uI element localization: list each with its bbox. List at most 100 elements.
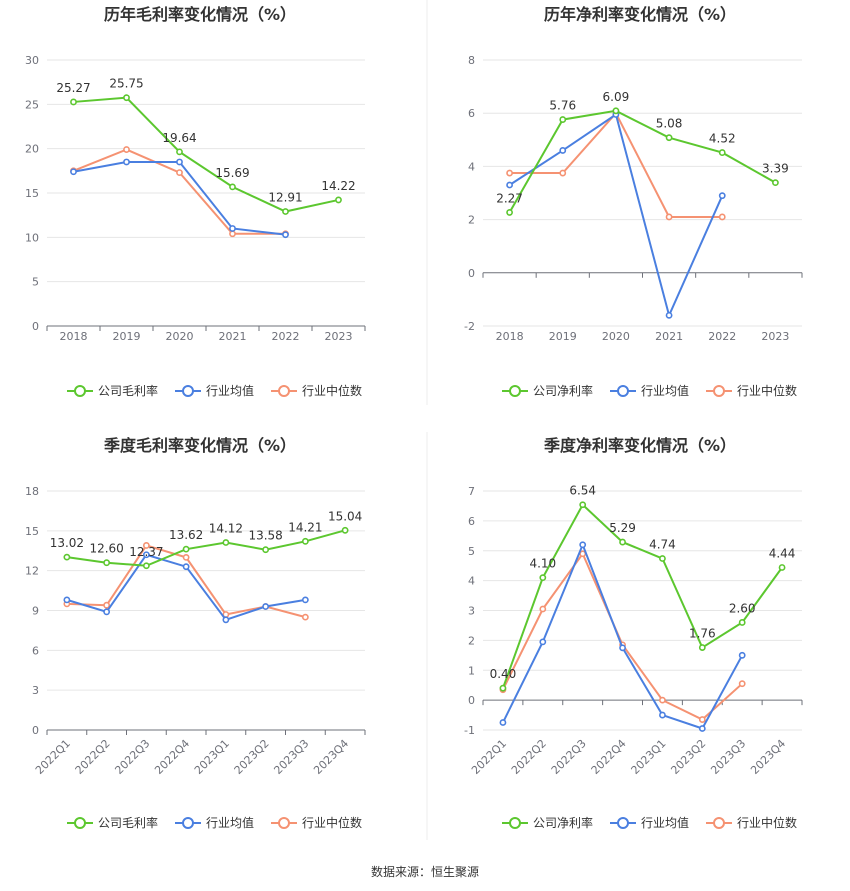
data-point-avg [698, 725, 706, 732]
data-label: 25.27 [56, 81, 90, 95]
x-tick-label: 2023Q3 [271, 737, 311, 777]
legend-marker-company [74, 385, 86, 397]
chart-title: 季度净利率变化情况（%） [543, 436, 736, 455]
legend-label-avg: 行业均值 [206, 815, 254, 830]
data-point-avg [659, 711, 666, 719]
data-point-avg [222, 616, 230, 624]
data-point-company [341, 526, 349, 534]
y-tick-label: 7 [468, 485, 475, 498]
x-tick-label: 2022Q4 [589, 737, 629, 777]
data-point-company [103, 559, 111, 567]
data-label: 14.12 [209, 522, 243, 536]
data-point-avg [229, 225, 236, 232]
chart-annual-net-margin: 历年净利率变化情况（%） -2 0 2 4 6 8 2018 2019 2020 2021 2022 2… [464, 5, 803, 398]
chart-annual-gross-margin: 历年毛利率变化情况（%） 0 5 10 15 20 25 30 2018 2019 2020 2021… [25, 5, 366, 398]
data-point-company [499, 684, 507, 692]
legend-marker-avg [182, 385, 194, 397]
data-point-company [229, 183, 236, 191]
data-label: 1.76 [689, 627, 716, 641]
x-tick-label: 2022Q4 [152, 737, 192, 777]
legend-marker-median [713, 385, 725, 397]
data-label: 12.91 [268, 191, 302, 205]
data-point-avg [123, 158, 130, 166]
data-point-company [718, 149, 726, 156]
x-tick-label: 2023 [761, 330, 789, 343]
series-line-company [501, 503, 783, 689]
y-tick-label: 4 [468, 160, 475, 173]
legend-marker-company [509, 385, 521, 397]
data-point-avg [176, 158, 183, 166]
legend-marker-avg [182, 817, 194, 829]
legend-marker-median [713, 817, 725, 829]
y-tick-label: 20 [25, 143, 39, 156]
data-point-company [772, 179, 779, 187]
data-point-company [698, 644, 706, 651]
x-tick-label: 2023Q1 [628, 737, 668, 777]
data-point-company [123, 94, 130, 102]
x-tick-label: 2021 [219, 330, 247, 343]
data-label: 6.54 [569, 484, 596, 498]
data-label: 4.44 [769, 546, 796, 560]
series-line-company [73, 96, 339, 213]
data-point-company [222, 539, 230, 546]
data-point-company [70, 98, 77, 106]
data-label: 12.37 [129, 545, 163, 559]
data-label: 5.29 [609, 521, 636, 535]
data-label: 2.60 [729, 601, 756, 615]
data-point-company [778, 564, 786, 571]
x-tick-label: 2023Q2 [668, 737, 708, 777]
data-point-company [176, 148, 183, 156]
data-point-company [539, 574, 547, 582]
legend-label-median: 行业中位数 [737, 815, 797, 830]
legend-marker-avg [617, 817, 629, 829]
x-tick-label: 2022Q3 [549, 737, 589, 777]
legend-label-median: 行业中位数 [302, 383, 362, 398]
data-point-median [559, 169, 567, 177]
data-point-median [176, 169, 183, 177]
data-point-company [619, 538, 626, 546]
y-tick-label: 2 [468, 634, 475, 647]
data-point-avg [282, 231, 289, 239]
legend-label-median: 行业中位数 [737, 383, 797, 398]
y-tick-label: 4 [468, 575, 475, 588]
data-label: 19.64 [162, 131, 196, 145]
legend-marker-company [74, 817, 86, 829]
y-tick-label: 0 [32, 320, 39, 333]
legend-label-company: 公司净利率 [533, 383, 593, 398]
legend-label-avg: 行业均值 [641, 383, 689, 398]
source-note: 数据来源：恒生聚源 [371, 864, 479, 879]
y-tick-label: 12 [25, 565, 39, 578]
y-tick-label: 15 [25, 187, 39, 200]
data-label: 0.40 [490, 667, 517, 681]
y-tick-label: 0 [468, 694, 475, 707]
data-point-avg [301, 596, 309, 604]
legend-label-median: 行业中位数 [302, 815, 362, 830]
x-tick-label: 2023Q4 [748, 737, 788, 777]
data-label: 4.10 [529, 557, 556, 571]
data-point-median [103, 601, 111, 609]
y-tick-label: 0 [32, 724, 39, 737]
data-point-company [262, 546, 270, 554]
y-tick-label: 2 [468, 214, 475, 227]
x-tick-label: 2018 [60, 330, 88, 343]
data-point-avg [539, 638, 547, 646]
x-tick-label: 2023Q4 [311, 737, 351, 777]
legend-label-company: 公司净利率 [533, 815, 593, 830]
data-label: 13.02 [50, 536, 84, 550]
data-point-company [559, 116, 567, 123]
x-tick-label: 2021 [655, 330, 683, 343]
y-tick-label: 8 [468, 54, 475, 67]
data-point-company [579, 501, 587, 509]
y-tick-label: 6 [32, 644, 39, 657]
data-point-median [665, 213, 673, 221]
data-label: 6.09 [603, 90, 630, 104]
legend-marker-median [278, 385, 290, 397]
data-label: 5.08 [656, 117, 683, 131]
data-point-company [63, 553, 71, 561]
data-point-avg [665, 311, 673, 319]
data-point-company [659, 555, 666, 562]
x-tick-label: 2019 [549, 330, 577, 343]
y-tick-label: 6 [468, 107, 475, 120]
data-point-company [282, 208, 289, 215]
